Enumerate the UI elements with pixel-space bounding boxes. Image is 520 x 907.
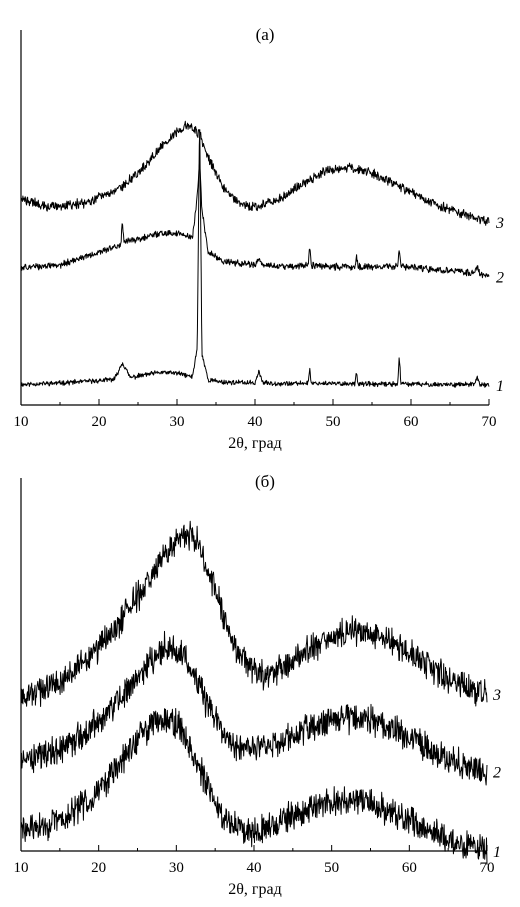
panel-b-curve-labels: 1 2 3 — [492, 687, 501, 861]
x-tick-label: 10 — [14, 860, 29, 876]
panel-a-curve-labels: 1 2 3 — [495, 215, 504, 395]
x-tick-label: 50 — [324, 860, 339, 876]
x-tick-label: 50 — [326, 414, 341, 430]
x-tick-label: 30 — [170, 414, 185, 430]
panel-a-series — [20, 120, 490, 388]
x-tick-label: 40 — [247, 860, 262, 876]
x-tick-label: 60 — [402, 860, 417, 876]
panel-a-axes — [20, 30, 489, 406]
panel-b-series — [20, 520, 488, 865]
panel-b: (б) 10 20 30 40 50 60 70 1 2 3 2θ, град — [14, 472, 502, 898]
panel-b-x-axis-title: 2θ, град — [228, 881, 281, 898]
x-tick-label: 10 — [14, 414, 29, 430]
panel-a-title: (a) — [256, 25, 275, 44]
x-tick-label: 20 — [92, 414, 107, 430]
x-tick-label: 40 — [248, 414, 263, 430]
series-3-line — [20, 520, 488, 707]
series-2-line — [20, 164, 490, 279]
panel-b-x-ticks: 10 20 30 40 50 60 70 — [14, 845, 495, 876]
panel-a-x-axis-title: 2θ, град — [228, 435, 281, 452]
series-2-label: 2 — [496, 269, 504, 286]
series-1-line — [20, 708, 488, 865]
series-3-line — [20, 120, 490, 226]
x-tick-label: 60 — [404, 414, 419, 430]
series-2-label: 2 — [493, 765, 501, 782]
series-3-label: 3 — [492, 687, 501, 704]
x-tick-label: 70 — [482, 414, 497, 430]
panel-a: (a) 10 20 30 40 50 60 70 1 2 3 2θ, град — [14, 25, 505, 452]
series-2-line — [20, 630, 488, 786]
panel-b-title: (б) — [255, 472, 275, 491]
series-1-label: 1 — [496, 378, 504, 395]
x-tick-label: 20 — [91, 860, 106, 876]
x-tick-label: 30 — [169, 860, 184, 876]
panel-a-x-ticks: 10 20 30 40 50 60 70 — [14, 399, 497, 430]
x-tick-label: 70 — [480, 860, 495, 876]
series-1-line — [20, 129, 490, 388]
series-1-label: 1 — [493, 844, 501, 861]
series-3-label: 3 — [495, 215, 504, 232]
